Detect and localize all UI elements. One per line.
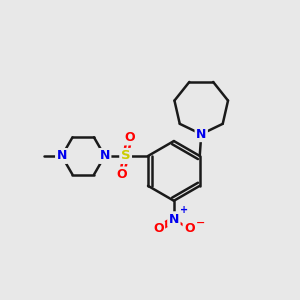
Text: N: N <box>169 213 179 226</box>
Text: S: S <box>121 149 130 163</box>
Text: O: O <box>184 222 195 235</box>
Text: N: N <box>100 149 110 163</box>
Text: −: − <box>196 218 206 228</box>
Text: N: N <box>196 128 206 141</box>
Text: O: O <box>124 131 134 144</box>
Text: N: N <box>56 149 67 163</box>
Text: O: O <box>153 222 164 235</box>
Text: O: O <box>117 168 128 181</box>
Text: +: + <box>180 205 188 215</box>
